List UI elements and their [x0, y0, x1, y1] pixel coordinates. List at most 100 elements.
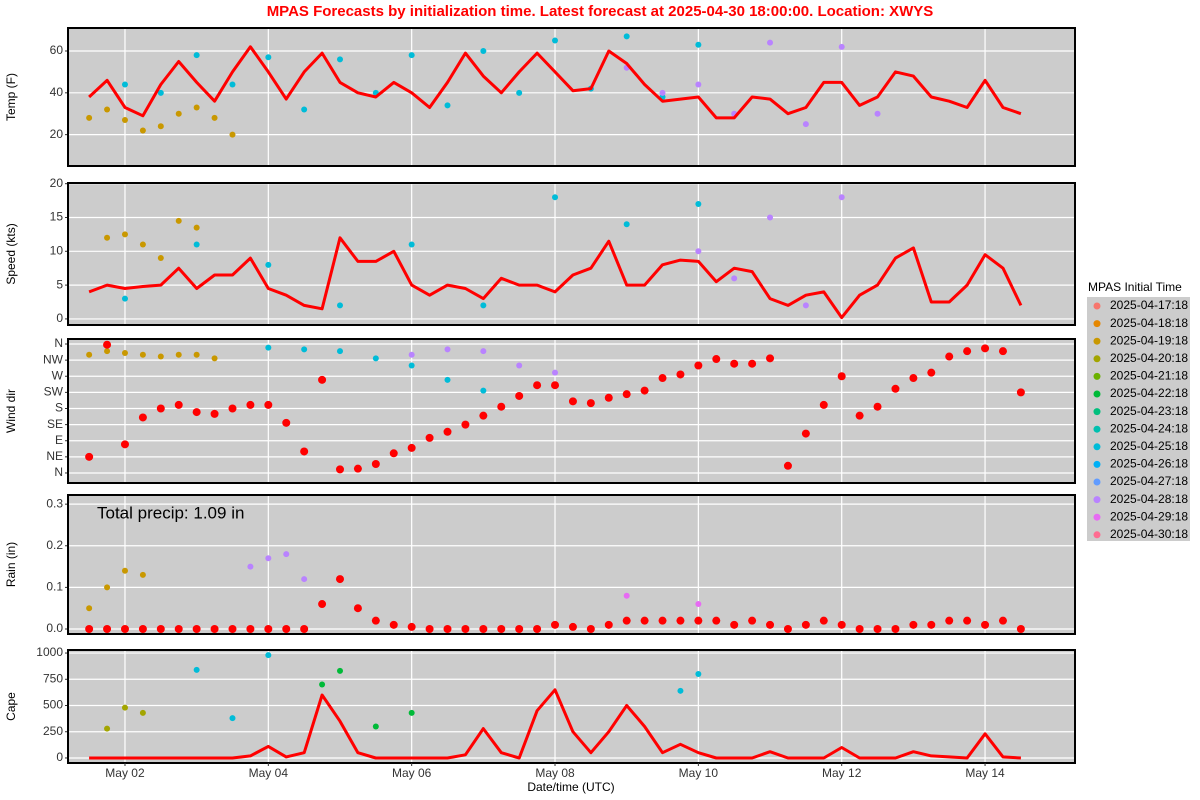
forecast-point — [85, 625, 94, 634]
forecast-point — [731, 275, 738, 282]
plot-background — [68, 28, 1075, 166]
forecast-point — [855, 625, 864, 634]
legend-swatch — [1093, 390, 1101, 398]
plot-frame — [67, 649, 1076, 764]
forecast-line — [88, 236, 1023, 320]
forecast-point — [86, 605, 93, 612]
forecast-point — [586, 399, 595, 408]
forecast-point — [767, 214, 774, 221]
forecast-point — [175, 217, 182, 224]
forecast-point — [138, 625, 147, 634]
y-tick-label: 20 — [50, 176, 64, 190]
forecast-point — [695, 41, 702, 48]
forecast-line — [88, 45, 1022, 120]
forecast-point — [695, 81, 702, 88]
y-axis-title: Wind dir — [4, 389, 18, 433]
forecast-point — [282, 625, 291, 634]
plot-background — [68, 495, 1075, 634]
legend-swatch — [1093, 531, 1101, 539]
forecast-point — [730, 620, 739, 629]
forecast-point — [353, 464, 362, 473]
x-axis-title: Date/time (UTC) — [527, 780, 614, 794]
forecast-point — [444, 346, 451, 353]
y-tick-label: 60 — [50, 43, 64, 57]
y-tick-label: NE — [46, 449, 63, 463]
y-tick-label: 0.2 — [46, 538, 63, 552]
forecast-point — [408, 351, 415, 358]
forecast-point — [265, 54, 272, 61]
forecast-point — [551, 381, 560, 390]
forecast-point — [819, 616, 828, 625]
forecast-point — [802, 302, 809, 309]
forecast-point — [121, 567, 128, 574]
forecast-point — [336, 302, 343, 309]
forecast-point — [371, 460, 380, 469]
forecast-point — [156, 404, 165, 413]
legend-swatch — [1093, 425, 1101, 433]
y-tick-label: 500 — [43, 698, 63, 712]
legend-swatch — [1093, 513, 1101, 521]
forecast-point — [335, 465, 344, 474]
y-tick-label: W — [52, 368, 64, 382]
forecast-point — [945, 616, 954, 625]
legend-swatch — [1093, 408, 1101, 416]
forecast-point — [300, 625, 309, 634]
forecast-point — [336, 667, 343, 674]
forecast-point — [139, 241, 146, 248]
forecast-point — [927, 620, 936, 629]
forecast-point — [282, 418, 291, 427]
forecast-point — [551, 620, 560, 629]
forecast-point — [927, 368, 936, 377]
forecast-point — [568, 397, 577, 406]
forecast-point — [408, 709, 415, 716]
legend-label: 2025-04-24:18 — [1110, 421, 1188, 435]
plot-background — [68, 650, 1075, 763]
forecast-point — [139, 127, 146, 134]
forecast-point — [891, 625, 900, 634]
forecast-point — [175, 351, 182, 358]
x-tick-label: May 04 — [249, 766, 289, 780]
y-tick-label: N — [54, 336, 63, 350]
forecast-point — [301, 106, 308, 113]
forecast-point — [408, 362, 415, 369]
forecast-point — [229, 81, 236, 88]
y-tick-label: 15 — [50, 210, 64, 224]
y-tick-label: 20 — [50, 127, 64, 141]
forecast-point — [552, 369, 559, 376]
forecast-point — [265, 555, 272, 562]
forecast-point — [228, 625, 237, 634]
forecast-point — [139, 709, 146, 716]
forecast-point — [480, 387, 487, 394]
forecast-point — [838, 43, 845, 50]
forecast-point — [802, 121, 809, 128]
forecast-point — [677, 687, 684, 694]
forecast-line — [89, 688, 1021, 760]
forecast-point — [658, 616, 667, 625]
legend-title: MPAS Initial Time — [1088, 280, 1182, 294]
legend-swatch — [1093, 302, 1101, 310]
forecast-point — [873, 625, 882, 634]
forecast-point — [676, 370, 685, 379]
forecast-point — [766, 354, 775, 363]
y-axis-title: Cape — [4, 692, 18, 721]
forecast-point — [301, 346, 308, 353]
forecast-point — [265, 261, 272, 268]
plot-frame — [67, 182, 1076, 326]
legend-swatch — [1093, 460, 1101, 468]
forecast-point — [193, 241, 200, 248]
forecast-point — [497, 625, 506, 634]
forecast-point — [444, 376, 451, 383]
forecast-point — [372, 355, 379, 362]
forecast-point — [533, 625, 542, 634]
forecast-point — [480, 302, 487, 309]
forecast-point — [228, 404, 237, 413]
forecast-point — [461, 625, 470, 634]
forecast-point — [623, 33, 630, 40]
forecast-point — [838, 194, 845, 201]
forecast-point — [372, 723, 379, 730]
forecast-point — [86, 114, 93, 121]
legend-swatch — [1093, 355, 1101, 363]
forecast-point — [265, 652, 272, 659]
forecast-point — [389, 620, 398, 629]
forecast-point — [104, 348, 111, 355]
